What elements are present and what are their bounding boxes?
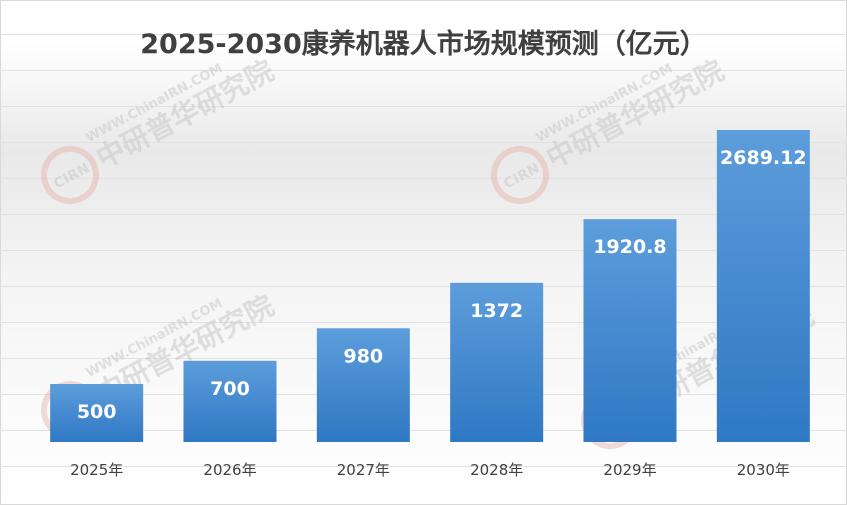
value-label-3: 980: [343, 345, 383, 367]
bar-4: [450, 282, 544, 442]
category-label-2: 2026年: [203, 461, 256, 479]
value-label-4: 1372: [470, 300, 523, 322]
watermark-logo-ring: [41, 146, 99, 204]
category-label-5: 2029年: [603, 461, 656, 479]
watermark-logo-ring: [491, 146, 549, 204]
chart-title: 2025-2030康养机器人市场规模预测（亿元）: [140, 29, 707, 60]
watermark-logo: CIRN: [51, 160, 92, 192]
category-label-3: 2027年: [337, 461, 390, 479]
category-label-4: 2028年: [470, 461, 523, 479]
bar-6: [716, 130, 810, 442]
bar-5: [583, 219, 677, 442]
category-label-1: 2025年: [70, 461, 123, 479]
bar-3: [316, 328, 410, 442]
category-label-6: 2030年: [737, 461, 790, 479]
bar-2: [183, 360, 277, 442]
value-label-1: 500: [77, 401, 117, 423]
value-label-6: 2689.12: [720, 147, 807, 169]
watermark-logo: CIRN: [501, 160, 542, 192]
value-label-5: 1920.8: [593, 236, 666, 258]
value-label-2: 700: [210, 378, 250, 400]
bar-1: [50, 383, 144, 442]
